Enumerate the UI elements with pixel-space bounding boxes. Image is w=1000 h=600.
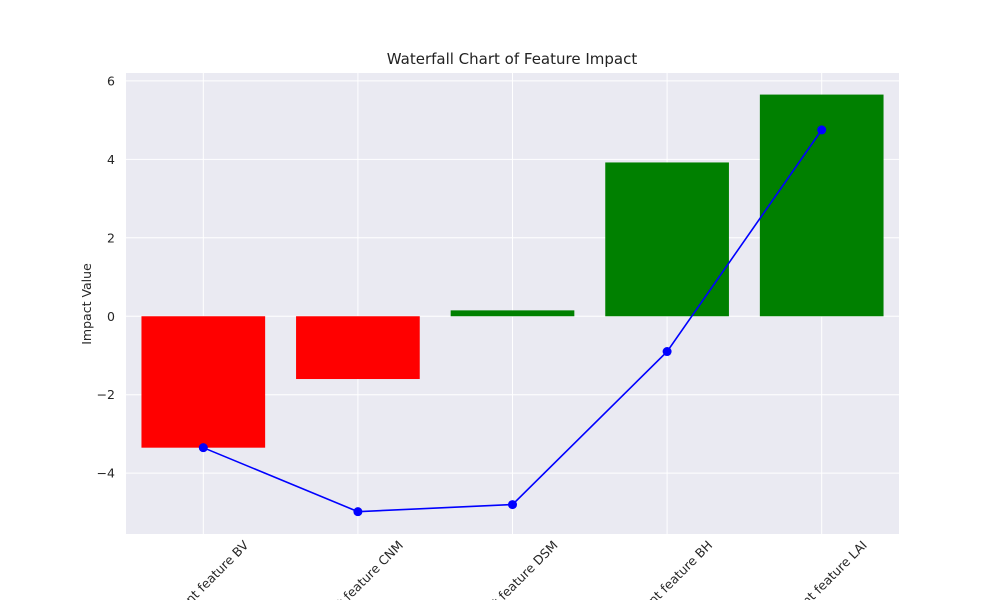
bar-4 [605, 162, 729, 317]
cumulative-line [198, 125, 827, 517]
cumulative-point-1 [198, 443, 208, 453]
y-tick-label: 4 [107, 152, 115, 167]
bar-2 [296, 316, 420, 380]
bar-1 [141, 316, 266, 448]
y-tick-label: 2 [107, 230, 115, 245]
y-tick-label: 6 [107, 73, 115, 88]
chart-title: Waterfall Chart of Feature Impact [387, 50, 638, 68]
x-tick-label: Most important feature DSM [425, 538, 561, 600]
x-tick-label: Most important feature LAI [740, 538, 869, 600]
cumulative-point-4 [662, 347, 672, 357]
y-tick-label: 0 [107, 309, 115, 324]
x-tick-label: Most important feature CNM [270, 538, 406, 600]
y-tick-label: −4 [97, 466, 115, 481]
bar-3 [450, 310, 575, 317]
cumulative-point-5 [817, 125, 827, 135]
x-tick-label: Most important feature BH [587, 538, 715, 600]
x-axis-ticks: Most important feature BV Most important … [124, 537, 870, 600]
y-tick-label: −2 [97, 387, 115, 402]
cumulative-point-3 [508, 500, 517, 510]
y-axis-ticks: −4 −2 0 2 4 6 [97, 73, 115, 480]
x-tick-label: Most important feature BV [124, 537, 252, 600]
cumulative-point-2 [353, 507, 363, 517]
y-axis-label: Impact Value [79, 263, 94, 345]
